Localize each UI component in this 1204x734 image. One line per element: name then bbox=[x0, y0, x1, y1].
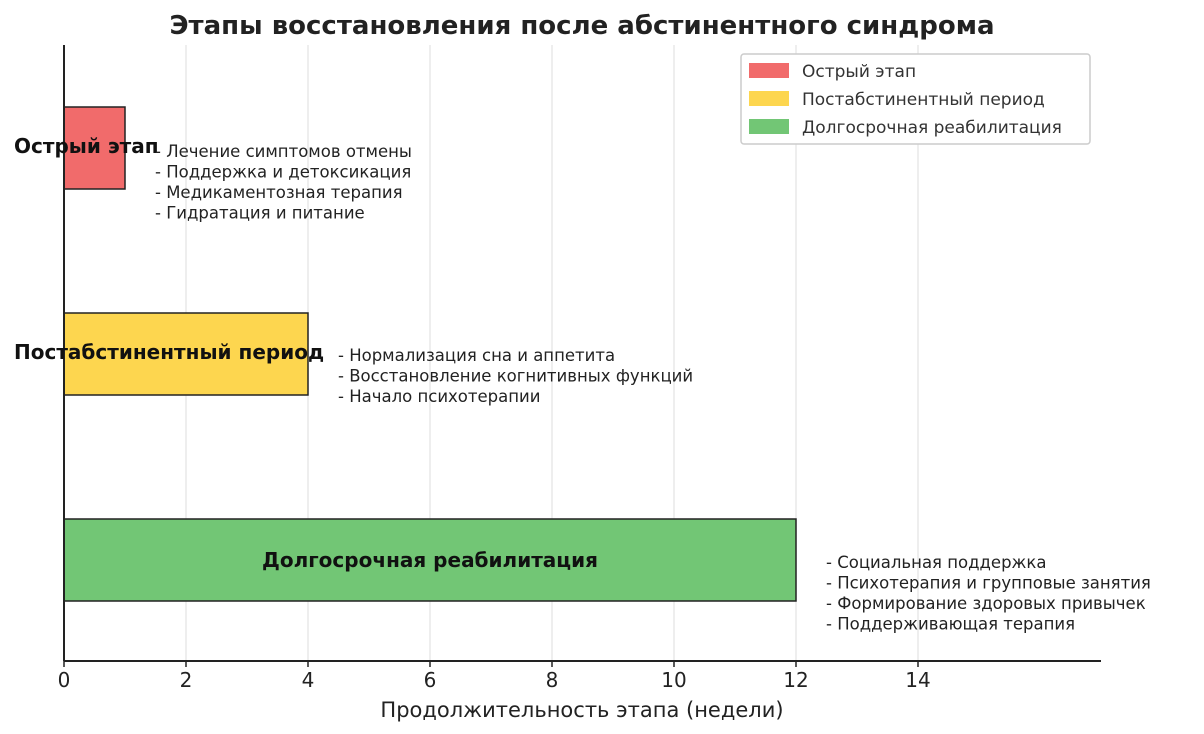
bar-label: Долгосрочная реабилитация bbox=[262, 548, 598, 572]
bar bbox=[63, 312, 309, 396]
grid bbox=[185, 45, 919, 661]
annotation-line: - Нормализация сна и аппетита bbox=[338, 346, 615, 365]
legend-swatch bbox=[749, 91, 789, 106]
annotation-line: - Поддерживающая терапия bbox=[826, 615, 1075, 634]
bar-label: Постабстинентный период bbox=[14, 340, 324, 364]
annotation-line: - Лечение симптомов отмены bbox=[155, 142, 412, 161]
annotation-line: - Формирование здоровых привычек bbox=[826, 594, 1146, 613]
x-tick-label: 6 bbox=[424, 668, 437, 692]
x-tick-label: 10 bbox=[661, 668, 686, 692]
annotation-line: - Поддержка и детоксикация bbox=[155, 163, 411, 182]
x-ticks: 0 2 4 6 8 10 12 14 bbox=[58, 661, 931, 692]
annotation-line: - Медикаментозная терапия bbox=[155, 183, 403, 202]
x-tick-label: 14 bbox=[905, 668, 930, 692]
annotation-line: - Восстановление когнитивных функций bbox=[338, 367, 693, 386]
x-tick-label: 12 bbox=[783, 668, 808, 692]
legend-label: Постабстинентный период bbox=[802, 90, 1045, 110]
legend-swatch bbox=[749, 119, 789, 134]
axes bbox=[63, 45, 1101, 662]
legend: Острый этап Постабстинентный период Долгос… bbox=[740, 53, 1091, 145]
legend-label: Долгосрочная реабилитация bbox=[802, 118, 1062, 138]
x-tick-label: 4 bbox=[302, 668, 315, 692]
x-tick-label: 8 bbox=[546, 668, 559, 692]
x-tick-label: 2 bbox=[180, 668, 193, 692]
annotation-line: - Психотерапия и групповые занятия bbox=[826, 574, 1151, 593]
annotation-line: - Социальная поддержка bbox=[826, 553, 1047, 572]
annotation-line: - Гидратация и питание bbox=[155, 204, 365, 223]
chart-title: Этапы восстановления после абстинентного… bbox=[169, 11, 994, 41]
legend-label: Острый этап bbox=[802, 62, 916, 82]
x-tick-label: 0 bbox=[58, 668, 71, 692]
bar bbox=[63, 518, 797, 602]
annotations: - Лечение симптомов отмены - Поддержка и … bbox=[155, 142, 1151, 634]
legend-swatch bbox=[749, 63, 789, 78]
bar-label: Острый этап bbox=[14, 134, 159, 158]
bars bbox=[63, 106, 797, 602]
annotation-line: - Начало психотерапии bbox=[338, 387, 541, 406]
x-axis-label: Продолжительность этапа (недели) bbox=[380, 698, 783, 722]
legend-box bbox=[740, 53, 1091, 145]
bar-labels: Острый этап Постабстинентный период Долгос… bbox=[14, 134, 598, 572]
